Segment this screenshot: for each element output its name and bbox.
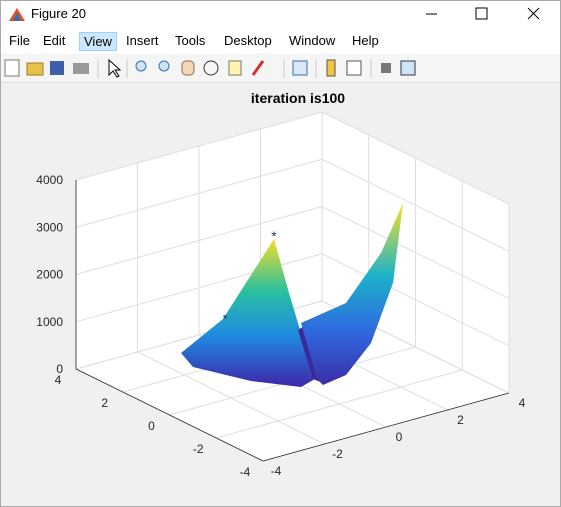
z-tick-label: 2000 <box>36 268 63 282</box>
marker: * <box>223 312 228 326</box>
app-icon <box>9 8 25 21</box>
y-tick-label: 4 <box>55 373 62 387</box>
menu-bar: File Edit View Insert Tools Desktop Window Help <box>1 28 560 54</box>
surface-left <box>181 239 315 387</box>
menu-item[interactable]: Tools <box>175 33 206 48</box>
y-tick-label: 2 <box>101 396 108 410</box>
x-tick-label: 0 <box>396 430 403 444</box>
toolbar <box>1 55 560 83</box>
menu-item[interactable]: Desktop <box>224 33 272 48</box>
menu-item[interactable]: Help <box>352 33 379 48</box>
menu-item[interactable]: Window <box>289 33 336 48</box>
menu-item[interactable]: View <box>79 32 117 51</box>
x-tick-label: -4 <box>271 464 282 478</box>
window-controls[interactable] <box>420 1 560 28</box>
title-bar: Figure 20 <box>1 1 560 28</box>
window-title: Figure 20 <box>31 6 86 21</box>
surface: * * <box>181 203 403 387</box>
x-tick-label: -2 <box>332 447 343 461</box>
marker: * <box>271 228 277 244</box>
z-tick-label: 3000 <box>36 220 63 234</box>
y-tick-label: -4 <box>240 465 251 479</box>
toolbar-icons[interactable] <box>1 55 421 82</box>
y-axis <box>75 368 264 462</box>
z-tick-label: 0 <box>56 362 63 376</box>
plot-title: iteration is100 <box>251 90 345 106</box>
menu-item[interactable]: File <box>9 33 30 48</box>
z-tick-label: 4000 <box>36 173 63 187</box>
x-tick-label: 2 <box>457 413 464 427</box>
x-tick-label: 4 <box>519 396 526 410</box>
x-axis <box>262 392 510 462</box>
surface-right <box>301 203 403 385</box>
menu-item[interactable]: Edit <box>43 33 66 48</box>
z-tick-label: 1000 <box>36 315 63 329</box>
figure-canvas: iteration is100 -4-2024-4-20240100020003… <box>36 90 526 479</box>
y-tick-label: 0 <box>148 419 155 433</box>
y-tick-label: -2 <box>193 442 204 456</box>
menu-item[interactable]: Insert <box>126 33 159 48</box>
